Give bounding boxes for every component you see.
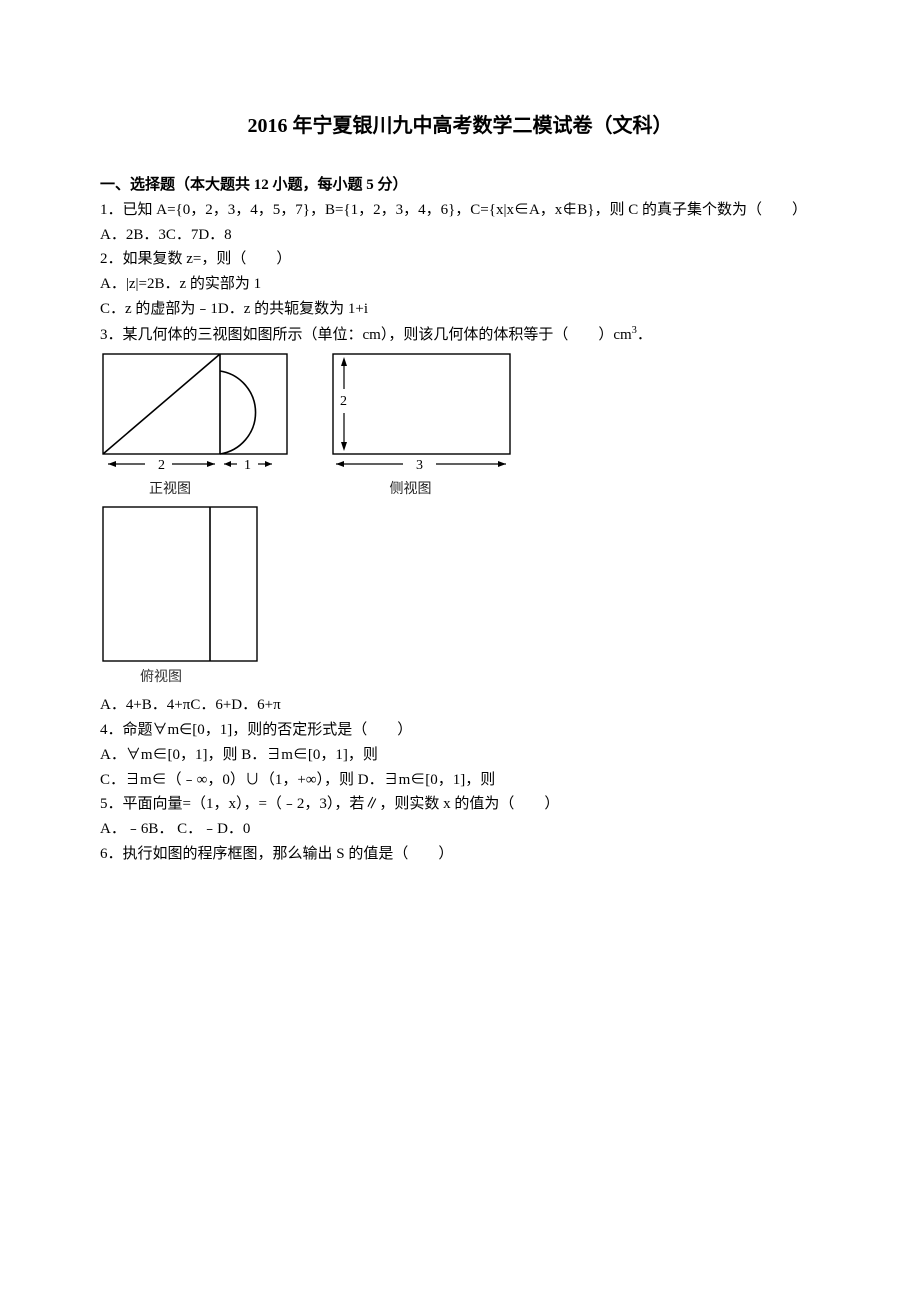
- front-view-label: 正视图: [100, 478, 230, 501]
- question-4-option-a: A．∀m∈[0，1]，则 B．∃m∈[0，1]，则: [100, 743, 820, 768]
- front-dim-1: 1: [244, 458, 251, 473]
- side-view-label: 侧视图: [308, 478, 513, 501]
- front-view-svg: 2 1: [100, 351, 290, 476]
- question-3-text: 3．某几何体的三视图如图所示（单位：cm），则该几何体的体积等于（ ）cm: [100, 327, 632, 343]
- side-dim-3: 3: [416, 458, 423, 473]
- question-3-text-end: ．: [637, 327, 652, 343]
- question-1-options: A．2B．3C．7D．8: [100, 223, 820, 248]
- question-5-options: A．﹣6B． C．﹣D．0: [100, 817, 820, 842]
- question-6: 6．执行如图的程序框图，那么输出 S 的值是（ ）: [100, 842, 820, 867]
- front-dim-2: 2: [158, 458, 165, 473]
- question-4-option-c: C．∃m∈（﹣∞，0）∪（1，+∞），则 D．∃m∈[0，1]，则: [100, 768, 820, 793]
- question-2-option-a: A．|z|=2B．z 的实部为 1: [100, 272, 820, 297]
- question-5: 5．平面向量=（1，x），=（﹣2，3），若∥，则实数 x 的值为（ ）: [100, 792, 820, 817]
- top-view-svg: [100, 504, 260, 664]
- question-3-options: A．4+B．4+πC．6+D．6+π: [100, 693, 820, 718]
- question-4: 4．命题∀m∈[0，1]，则的否定形式是（ ）: [100, 718, 820, 743]
- top-view-label: 俯视图: [100, 666, 260, 689]
- section-header: 一、选择题（本大题共 12 小题，每小题 5 分）: [100, 173, 820, 198]
- question-3: 3．某几何体的三视图如图所示（单位：cm），则该几何体的体积等于（ ）cm3．: [100, 322, 820, 348]
- question-2-option-c: C．z 的虚部为﹣1D．z 的共轭复数为 1+i: [100, 297, 820, 322]
- side-view-svg: 2 3: [308, 351, 513, 476]
- question-1: 1．已知 A={0，2，3，4，5，7}，B={1，2，3，4，6}，C={x|…: [100, 198, 820, 223]
- three-view-figure: 2 1 正视图 2: [100, 351, 820, 689]
- question-2: 2．如果复数 z=，则（ ）: [100, 247, 820, 272]
- page-title: 2016 年宁夏银川九中高考数学二模试卷（文科）: [100, 110, 820, 143]
- side-dim-2: 2: [340, 394, 347, 409]
